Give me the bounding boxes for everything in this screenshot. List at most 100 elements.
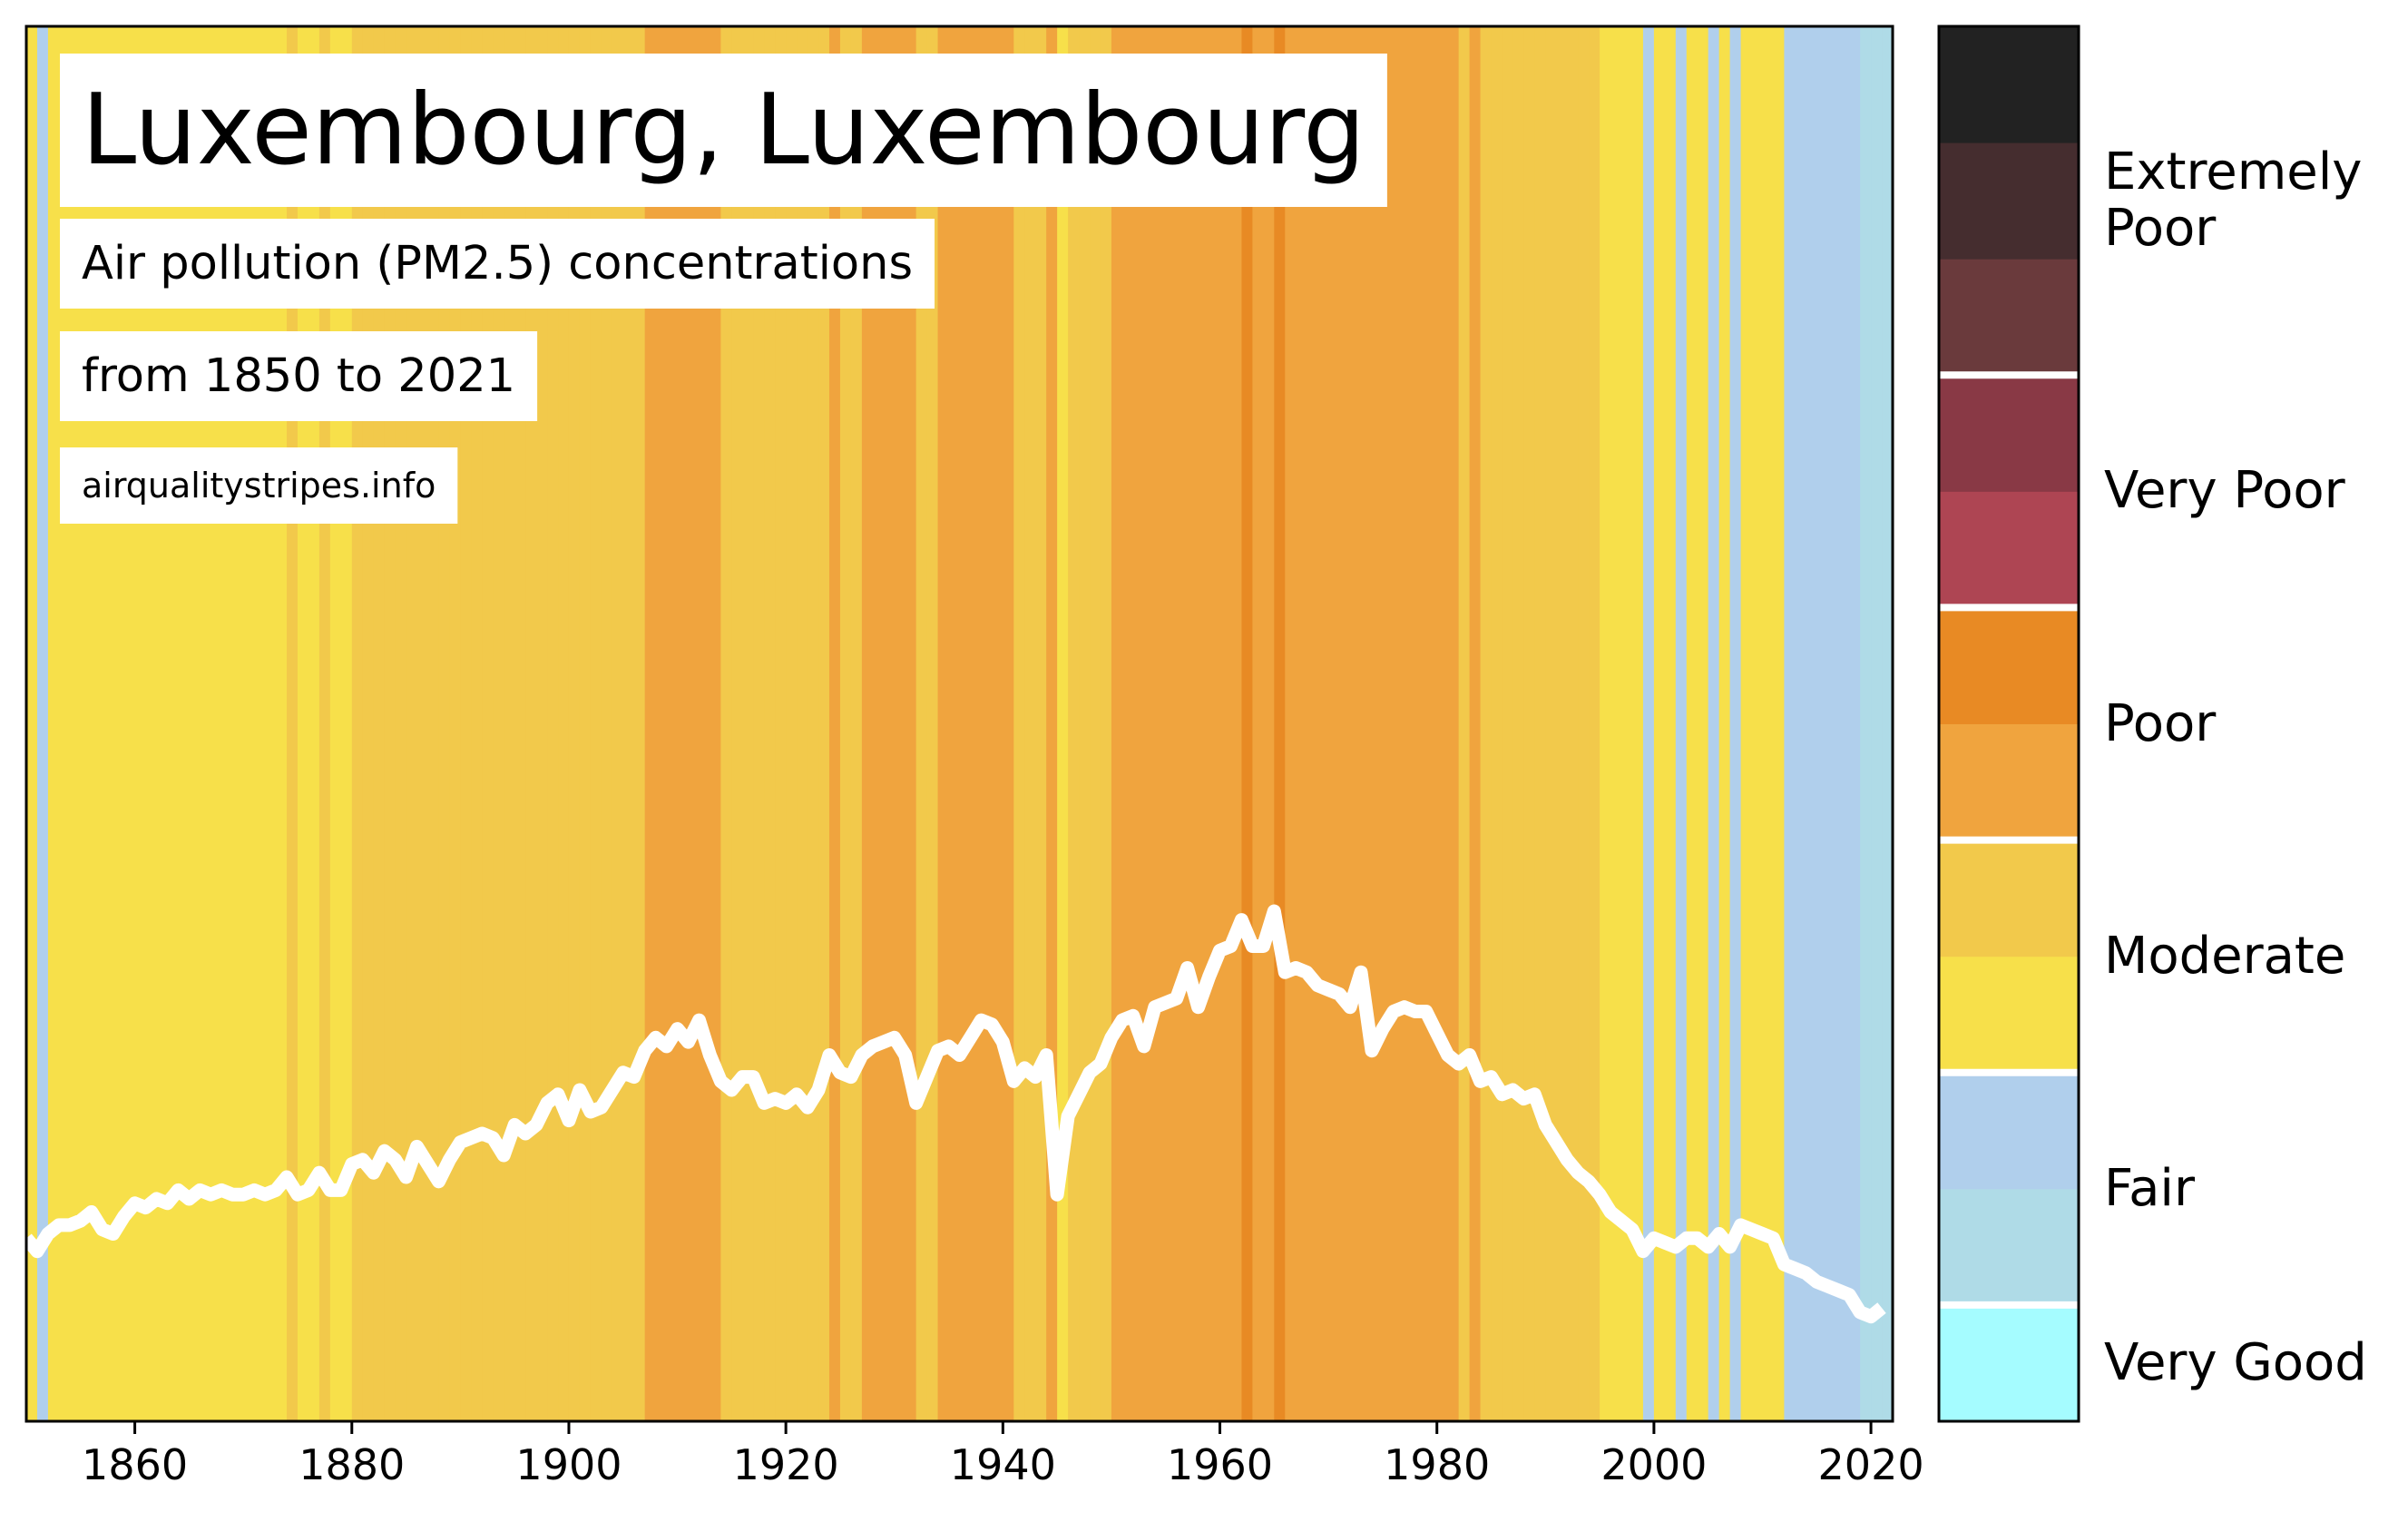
stripe bbox=[1079, 26, 1091, 1421]
stripe bbox=[775, 26, 787, 1421]
source-box bbox=[60, 447, 458, 524]
x-tick-label: 1960 bbox=[1167, 1440, 1273, 1489]
stripe bbox=[1849, 26, 1861, 1421]
stripe bbox=[1653, 26, 1666, 1421]
source: airqualitystripes.info bbox=[82, 466, 436, 506]
x-tick-label: 1900 bbox=[515, 1440, 622, 1489]
x-tick-label: 1920 bbox=[733, 1440, 839, 1489]
colorbar-segment bbox=[1939, 956, 2079, 1074]
stripe bbox=[1871, 26, 1883, 1421]
stripe bbox=[1198, 26, 1210, 1421]
stripe bbox=[1241, 26, 1254, 1421]
stripe bbox=[36, 26, 49, 1421]
stripe bbox=[1360, 26, 1373, 1421]
stripe bbox=[590, 26, 602, 1421]
stripe bbox=[601, 26, 613, 1421]
stripe bbox=[1686, 26, 1698, 1421]
stripe bbox=[1209, 26, 1221, 1421]
stripe bbox=[1469, 26, 1482, 1421]
stripe bbox=[1371, 26, 1384, 1421]
stripe bbox=[1132, 26, 1145, 1421]
stripe bbox=[1610, 26, 1622, 1421]
colorbar-label: Moderate bbox=[2104, 926, 2346, 986]
stripe bbox=[1046, 26, 1058, 1421]
stripe bbox=[1035, 26, 1047, 1421]
stripe bbox=[1328, 26, 1340, 1421]
stripe bbox=[677, 26, 690, 1421]
stripe bbox=[1425, 26, 1438, 1421]
stripe bbox=[1784, 26, 1796, 1421]
stripe bbox=[547, 26, 559, 1421]
colorbar-frame bbox=[1937, 25, 2080, 1423]
stripe bbox=[1187, 26, 1199, 1421]
colorbar-segment bbox=[1939, 840, 2079, 957]
stripe bbox=[1414, 26, 1427, 1421]
stripe bbox=[981, 26, 993, 1421]
stripe bbox=[1534, 26, 1546, 1421]
colorbar-segment bbox=[1939, 26, 2079, 143]
stripe bbox=[1068, 26, 1080, 1421]
stripe bbox=[688, 26, 700, 1421]
stripe bbox=[1252, 26, 1264, 1421]
stripe bbox=[1382, 26, 1395, 1421]
x-tick-label: 1940 bbox=[950, 1440, 1056, 1489]
stripe bbox=[1523, 26, 1535, 1421]
subtitle-box bbox=[60, 219, 935, 309]
stripe bbox=[568, 26, 581, 1421]
x-tick-label: 2000 bbox=[1600, 1440, 1707, 1489]
stripe bbox=[872, 26, 885, 1421]
stripe bbox=[1339, 26, 1351, 1421]
stripe bbox=[937, 26, 950, 1421]
stripe bbox=[655, 26, 668, 1421]
stripe bbox=[1512, 26, 1524, 1421]
stripe bbox=[1697, 26, 1709, 1421]
plot-frame bbox=[24, 25, 1894, 1423]
stripe bbox=[558, 26, 570, 1421]
colorbar-segment bbox=[1939, 491, 2079, 608]
stripe bbox=[26, 26, 38, 1421]
stripe bbox=[1751, 26, 1764, 1421]
stripe bbox=[1285, 26, 1297, 1421]
stripe bbox=[1317, 26, 1329, 1421]
stripe bbox=[1838, 26, 1850, 1421]
colorbar-label: Extremely Poor bbox=[2104, 142, 2363, 259]
stripe bbox=[1230, 26, 1243, 1421]
colorbar-segment bbox=[1939, 259, 2079, 376]
colorbar-segment bbox=[1939, 723, 2079, 841]
x-tick-label: 1860 bbox=[82, 1440, 188, 1489]
stripe bbox=[1827, 26, 1839, 1421]
stripe bbox=[1631, 26, 1644, 1421]
stripe bbox=[1621, 26, 1633, 1421]
data-line bbox=[21, 904, 1886, 1324]
stripe bbox=[1578, 26, 1590, 1421]
stripe bbox=[1274, 26, 1286, 1421]
colorbar-segment bbox=[1939, 375, 2079, 492]
stripe bbox=[861, 26, 874, 1421]
stripe bbox=[1806, 26, 1817, 1421]
stripe bbox=[1480, 26, 1493, 1421]
stripe bbox=[1740, 26, 1753, 1421]
stripe bbox=[1795, 26, 1806, 1421]
subtitle-box bbox=[60, 331, 538, 421]
stripe bbox=[1642, 26, 1655, 1421]
stripe bbox=[1024, 26, 1036, 1421]
stripe bbox=[1100, 26, 1112, 1421]
stripe bbox=[764, 26, 776, 1421]
stripe bbox=[1121, 26, 1134, 1421]
stripe bbox=[1404, 26, 1416, 1421]
colorbar-label: Very Good bbox=[2104, 1332, 2367, 1392]
stripe bbox=[1773, 26, 1786, 1421]
title-box bbox=[60, 54, 1387, 207]
x-tick-label: 2020 bbox=[1818, 1440, 1924, 1489]
colorbar-segment bbox=[1939, 607, 2079, 724]
stripe bbox=[1307, 26, 1318, 1421]
stripe bbox=[47, 26, 60, 1421]
stripe bbox=[1013, 26, 1025, 1421]
stripe bbox=[1816, 26, 1828, 1421]
text-boxes: Luxembourg, Luxembourg Air pollution (PM… bbox=[60, 54, 1387, 524]
frame-layer: 1860 1880 1900 1920 1940 1960 1980 2000 2020 bbox=[24, 25, 1924, 1489]
stripe bbox=[797, 26, 808, 1421]
stripe bbox=[948, 26, 961, 1421]
